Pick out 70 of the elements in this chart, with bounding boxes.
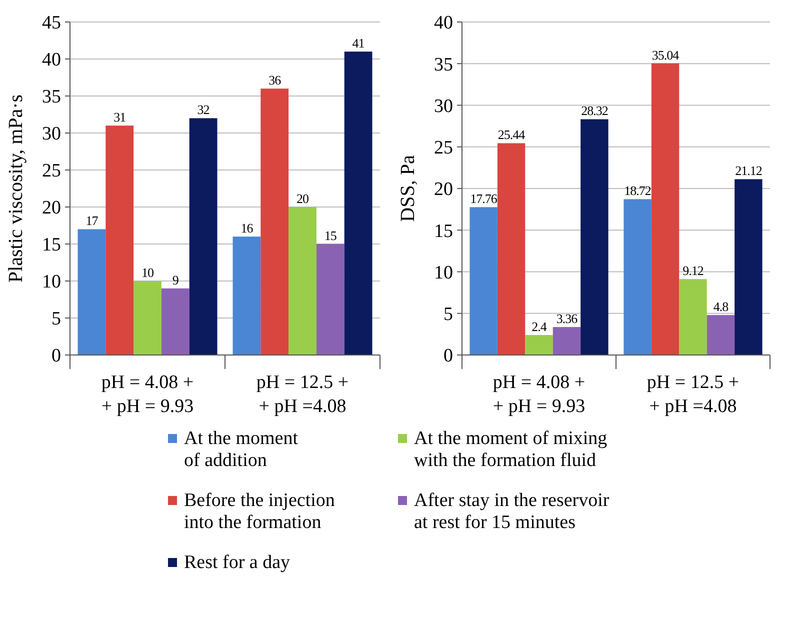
data-label: 41 [352, 36, 364, 51]
data-label: 10 [142, 265, 154, 280]
bar [734, 179, 762, 355]
x-tick-label: pH = 4.08 + + pH = 9.93 [101, 372, 194, 417]
bar [106, 126, 134, 355]
data-label: 32 [197, 102, 210, 118]
y-tick-label: 20 [42, 198, 61, 219]
y-tick-label: 25 [434, 138, 453, 159]
bar [134, 281, 162, 355]
y-tick-label: 25 [42, 160, 61, 182]
y-tick-label: 30 [434, 96, 453, 117]
bar [288, 207, 316, 355]
bar [580, 119, 608, 355]
data-label: 9 [172, 272, 178, 288]
data-label: 28.32 [581, 103, 608, 118]
bar [552, 327, 581, 355]
y-axis-title: Plastic viscosity, mPa·s [5, 94, 27, 283]
data-label: 3.36 [556, 311, 578, 326]
y-tick-label: 0 [52, 346, 61, 367]
bar [624, 199, 652, 355]
data-label: 35.04 [652, 47, 680, 62]
x-tick-label: pH = 12.5 + + pH =4.08 [256, 372, 349, 417]
y-tick-label: 35 [42, 86, 61, 108]
bar [679, 279, 707, 355]
bar [706, 315, 735, 355]
data-label: 21.12 [735, 163, 762, 178]
data-label: 2.4 [532, 319, 548, 334]
y-tick-label: 5 [52, 308, 61, 330]
legend-label: After stay in the reservoir at rest for 15 minutes [414, 490, 610, 533]
y-tick-label: 5 [444, 304, 453, 326]
bar [497, 143, 526, 355]
y-tick-label: 35 [434, 54, 453, 76]
data-label: 31 [114, 110, 126, 125]
bar [316, 244, 344, 355]
data-label: 17.76 [470, 191, 498, 206]
bar [161, 288, 190, 355]
legend-label: Before the injection into the formation [184, 490, 336, 533]
bar [189, 118, 218, 355]
y-tick-label: 15 [42, 234, 61, 256]
y-tick-label: 40 [434, 12, 453, 34]
bar [470, 207, 498, 355]
x-tick-label: pH = 12.5 + + pH =4.08 [646, 372, 740, 417]
legend-label: Rest for a day [184, 552, 291, 573]
y-tick-label: 0 [444, 346, 453, 367]
data-label: 16 [240, 220, 254, 236]
legend-label: At the moment of mixing with the formation fluid [414, 428, 608, 471]
data-label: 15 [324, 228, 336, 243]
data-label: 18.72 [624, 183, 651, 198]
y-tick-label: 20 [434, 179, 453, 200]
y-axis-title: DSS, Pa [397, 155, 419, 222]
data-label: 20 [296, 191, 308, 206]
bar [525, 335, 553, 355]
data-label: 17 [86, 213, 99, 228]
bar [260, 88, 289, 355]
y-tick-label: 15 [434, 220, 453, 242]
data-label: 4.8 [713, 299, 728, 314]
y-tick-label: 40 [42, 50, 61, 71]
y-tick-label: 10 [42, 272, 61, 293]
legend-label: At the moment of addition [184, 428, 299, 471]
bar [651, 63, 680, 355]
y-tick-label: 30 [42, 124, 61, 145]
data-label: 9.12 [682, 263, 704, 278]
data-label: 36 [268, 72, 282, 88]
bar [344, 52, 372, 355]
data-label: 25.44 [498, 127, 526, 142]
y-tick-label: 45 [42, 12, 61, 34]
y-tick-label: 10 [434, 262, 453, 284]
bar [78, 229, 106, 355]
x-tick-label: pH = 4.08 + + pH = 9.93 [492, 372, 586, 417]
bar [232, 236, 261, 355]
